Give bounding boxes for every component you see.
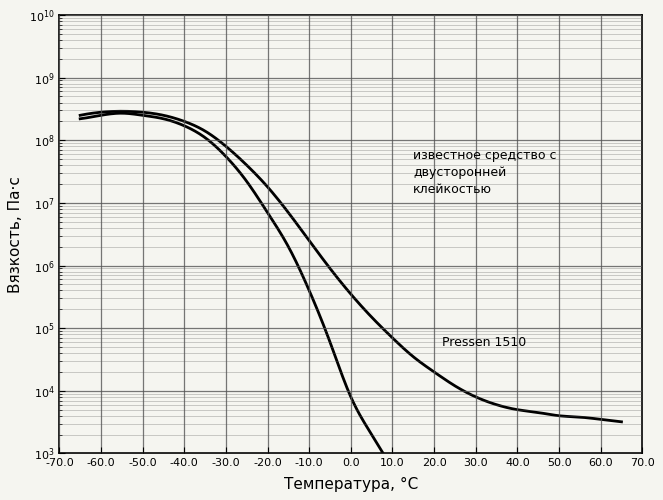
Text: известное средство с
двусторонней
клейкостью: известное средство с двусторонней клейко… [413, 150, 557, 196]
X-axis label: Температура, °C: Температура, °C [284, 476, 418, 492]
Y-axis label: Вязкость, Па·с: Вязкость, Па·с [9, 176, 23, 292]
Text: Pressen 1510: Pressen 1510 [442, 336, 526, 348]
